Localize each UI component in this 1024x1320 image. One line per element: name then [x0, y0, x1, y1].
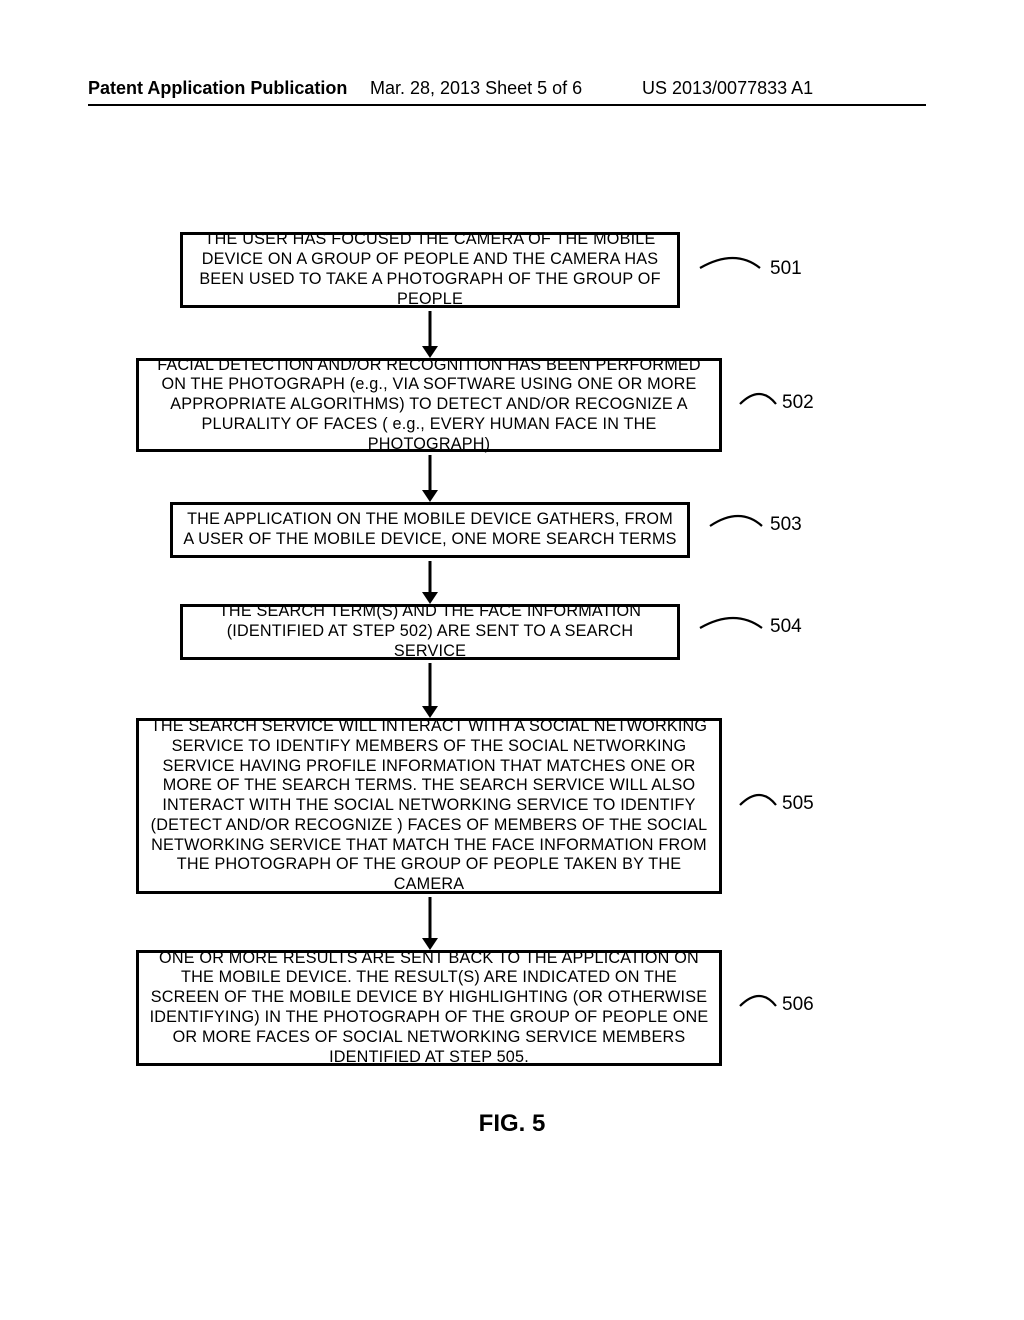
- figure-label: FIG. 5: [0, 1110, 1024, 1138]
- callout-number: 506: [782, 994, 814, 1016]
- page: Patent Application Publication Mar. 28, …: [0, 0, 1024, 1320]
- callout-506: 506: [0, 0, 1024, 1]
